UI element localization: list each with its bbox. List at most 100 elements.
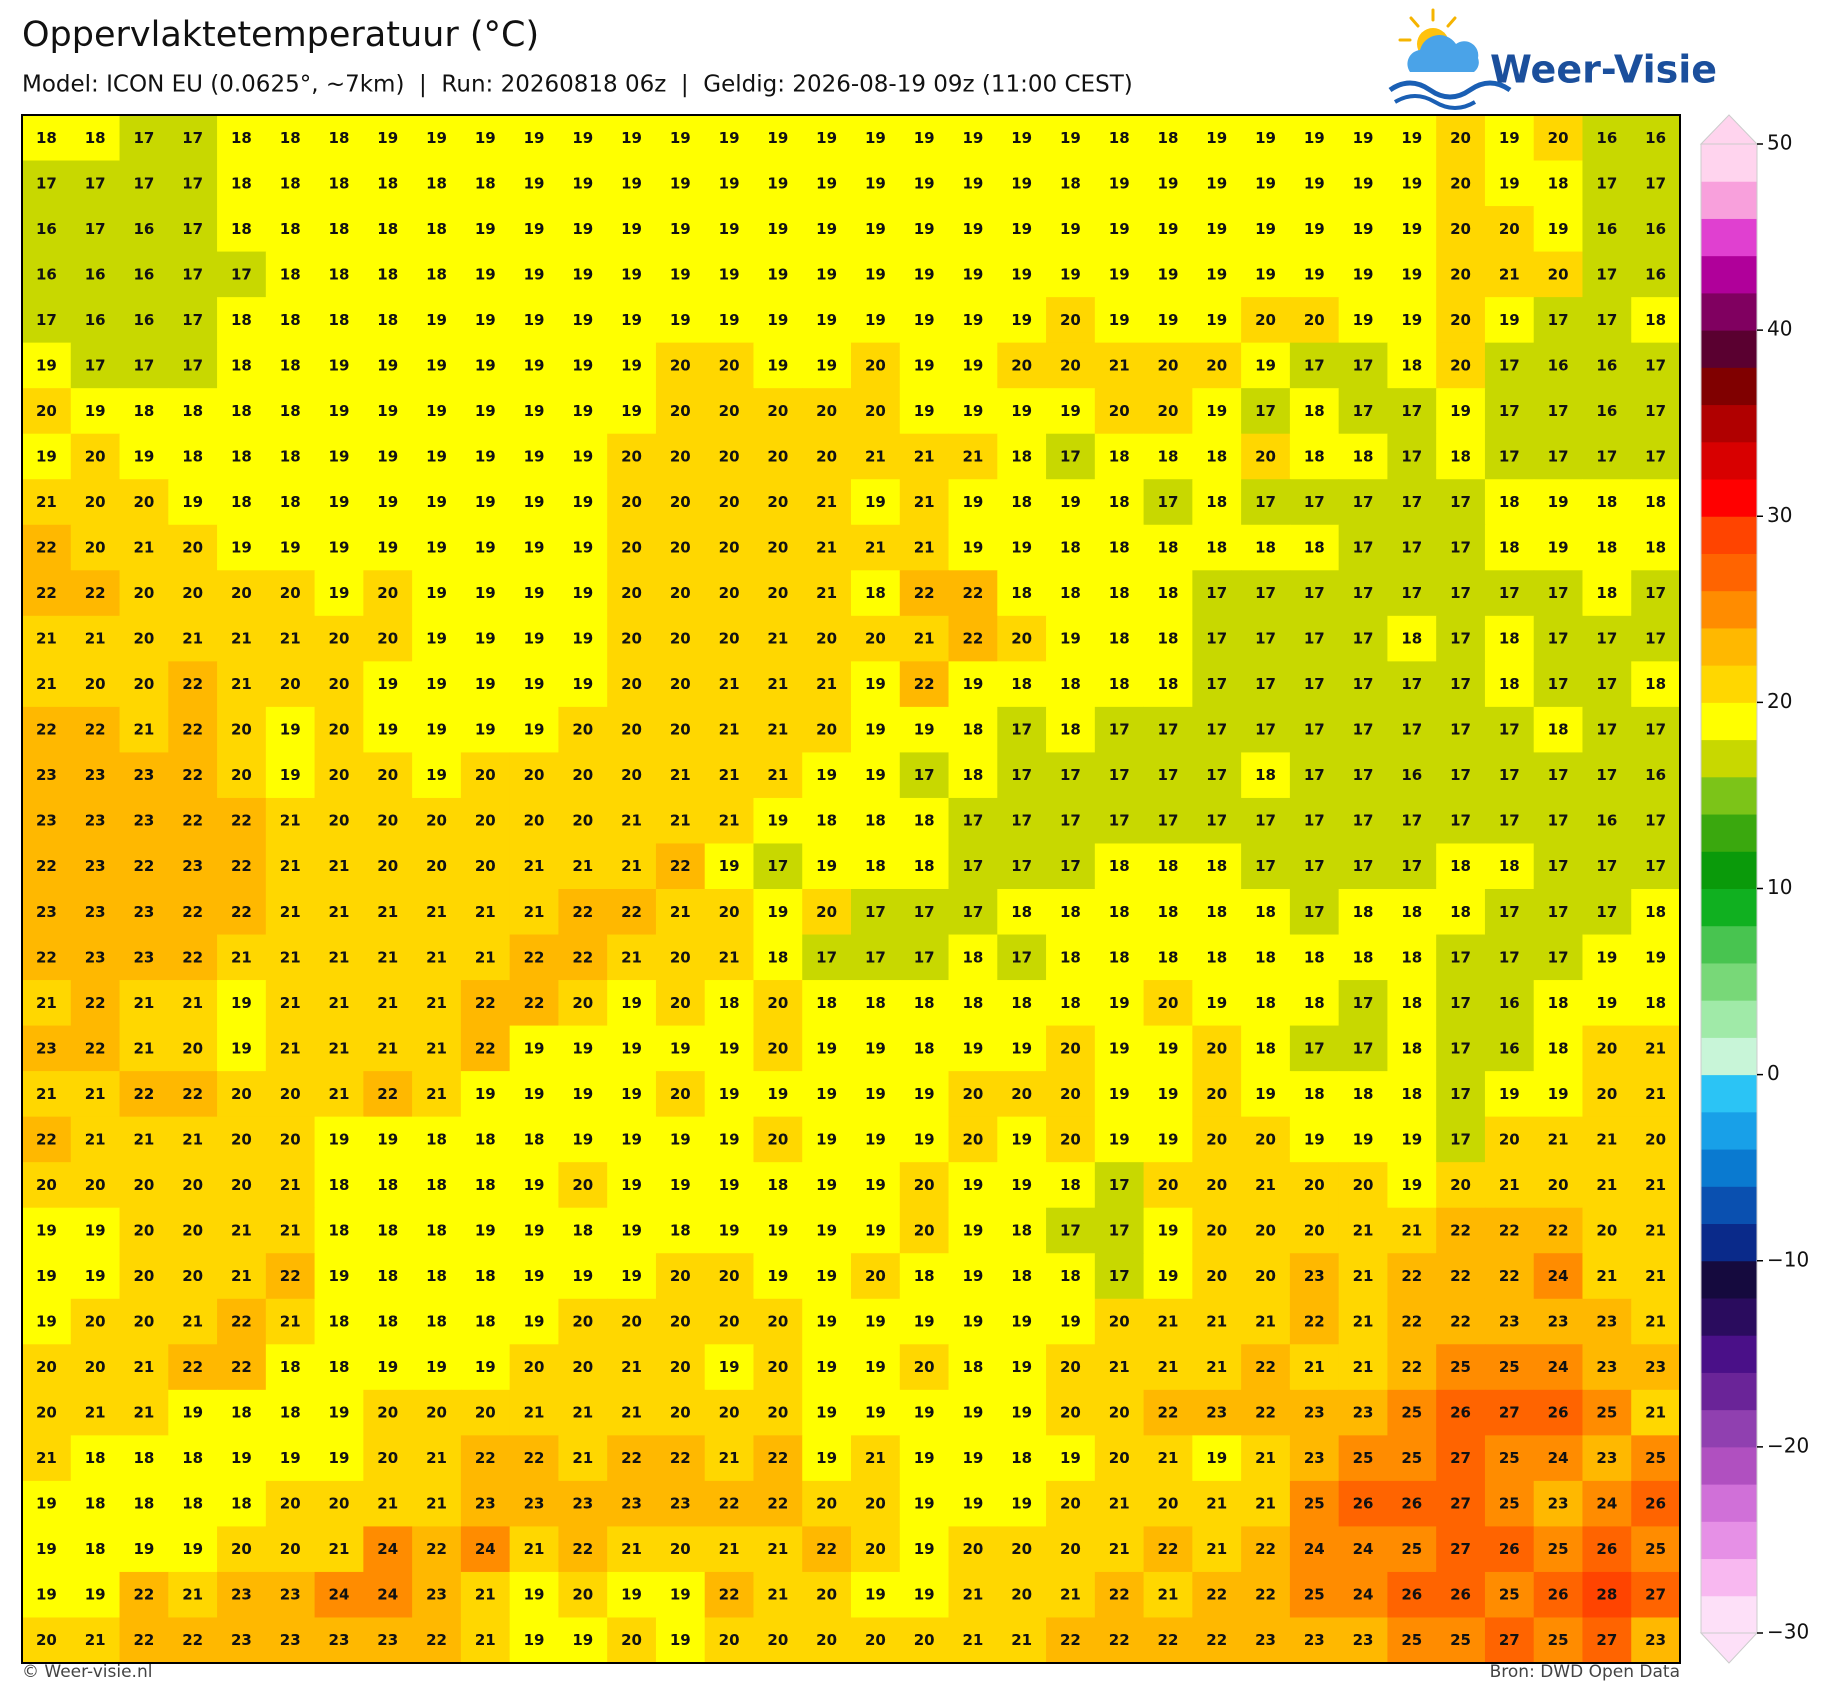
temperature-cell [1631, 342, 1681, 389]
temperature-label: 27 [1450, 1449, 1471, 1467]
temperature-cell [558, 570, 608, 617]
temperature-label: 22 [475, 1039, 496, 1057]
temperature-label: 19 [719, 857, 740, 875]
temperature-label: 21 [621, 1540, 642, 1558]
temperature-label: 17 [1011, 857, 1032, 875]
temperature-cell [119, 251, 169, 298]
temperature-label: 21 [719, 721, 740, 739]
temperature-label: 19 [865, 1130, 886, 1148]
temperature-cell [1533, 570, 1583, 617]
temperature-label: 19 [670, 1631, 691, 1649]
temperature-cell [363, 479, 413, 526]
temperature-label: 19 [36, 1267, 57, 1285]
temperature-cell [1436, 297, 1486, 344]
colorbar-extend-top [1699, 114, 1759, 145]
temperature-cell [460, 661, 511, 708]
temperature-cell [558, 889, 608, 936]
temperature-label: 18 [865, 994, 886, 1012]
temperature-cell [460, 251, 511, 298]
temperature-cell [363, 206, 413, 253]
temperature-label: 19 [865, 1176, 886, 1194]
temperature-label: 19 [1109, 1039, 1130, 1057]
temperature-label: 18 [182, 447, 203, 465]
temperature-label: 19 [572, 129, 593, 147]
temperature-cell [607, 661, 657, 708]
temperature-label: 23 [85, 857, 106, 875]
temperature-label: 19 [1206, 994, 1227, 1012]
temperature-cell [851, 160, 901, 207]
temperature-label: 19 [572, 447, 593, 465]
temperature-cell [1094, 388, 1145, 435]
temperature-label: 19 [962, 356, 983, 374]
temperature-label: 19 [621, 1267, 642, 1285]
temperature-label: 20 [133, 493, 154, 511]
temperature-label: 20 [377, 766, 398, 784]
temperature-label: 17 [1450, 1039, 1471, 1057]
temperature-label: 19 [475, 1221, 496, 1239]
temperature-cell [1289, 160, 1340, 207]
temperature-label: 23 [1255, 1631, 1276, 1649]
temperature-cell [851, 889, 901, 936]
temperature-label: 20 [767, 1130, 788, 1148]
temperature-label: 23 [280, 1631, 301, 1649]
temperature-label: 21 [377, 948, 398, 966]
temperature-cell [1046, 1071, 1096, 1118]
temperature-cell [1143, 1344, 1193, 1391]
temperature-label: 23 [1206, 1404, 1227, 1422]
temperature-label: 20 [719, 1404, 740, 1422]
temperature-cell [704, 206, 754, 253]
temperature-label: 19 [621, 1221, 642, 1239]
temperature-label: 19 [1060, 493, 1081, 511]
temperature-label: 21 [280, 903, 301, 921]
temperature-cell [1631, 1298, 1681, 1345]
temperature-cell [607, 843, 657, 890]
temperature-cell [802, 433, 852, 480]
temperature-cell [1582, 1207, 1632, 1254]
temperature-cell [1631, 843, 1681, 890]
temperature-label: 19 [914, 1540, 935, 1558]
temperature-cell [1338, 797, 1388, 844]
temperature-label: 19 [1206, 220, 1227, 238]
temperature-cell [997, 797, 1047, 844]
temperature-label: 19 [1596, 994, 1617, 1012]
temperature-cell [119, 1207, 169, 1254]
temperature-cell [1436, 1071, 1486, 1118]
temperature-cell [1046, 661, 1096, 708]
temperature-cell [119, 615, 169, 662]
temperature-cell [1143, 1389, 1193, 1436]
temperature-cell [997, 388, 1047, 435]
temperature-label: 17 [1158, 766, 1179, 784]
temperature-cell [851, 297, 901, 344]
temperature-cell [1387, 1253, 1437, 1300]
temperature-label: 17 [1109, 1176, 1130, 1194]
temperature-label: 21 [524, 857, 545, 875]
temperature-cell [1289, 1344, 1340, 1391]
temperature-label: 17 [1255, 857, 1276, 875]
temperature-cell [1387, 160, 1437, 207]
temperature-label: 23 [133, 948, 154, 966]
temperature-cell [265, 661, 316, 708]
temperature-cell [168, 1344, 218, 1391]
temperature-cell [1094, 615, 1145, 662]
temperature-cell [851, 615, 901, 662]
temperature-cell [753, 1025, 803, 1072]
temperature-cell [119, 570, 169, 617]
temperature-label: 25 [1645, 1449, 1666, 1467]
temperature-label: 17 [865, 903, 886, 921]
temperature-cell [1143, 524, 1193, 571]
temperature-label: 16 [1645, 129, 1666, 147]
temperature-cell [70, 1116, 121, 1163]
logo-cloud [1407, 35, 1479, 72]
temperature-cell [753, 1344, 803, 1391]
temperature-label: 18 [1304, 447, 1325, 465]
temperature-cell [851, 1071, 901, 1118]
temperature-cell [607, 1298, 657, 1345]
temperature-label: 18 [329, 174, 350, 192]
temperature-label: 19 [1401, 311, 1422, 329]
temperature-label: 19 [1401, 129, 1422, 147]
temperature-label: 18 [1596, 539, 1617, 557]
temperature-label: 19 [621, 311, 642, 329]
temperature-label: 17 [1450, 721, 1471, 739]
temperature-cell [70, 1344, 121, 1391]
temperature-label: 19 [865, 493, 886, 511]
